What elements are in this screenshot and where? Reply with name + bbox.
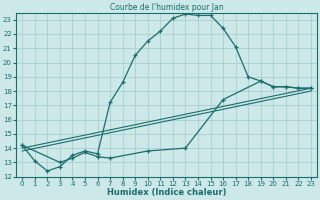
Title: Courbe de l'humidex pour Jan: Courbe de l'humidex pour Jan — [110, 3, 223, 12]
X-axis label: Humidex (Indice chaleur): Humidex (Indice chaleur) — [107, 188, 226, 197]
